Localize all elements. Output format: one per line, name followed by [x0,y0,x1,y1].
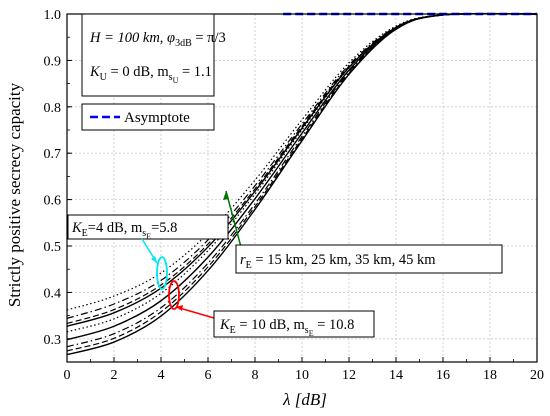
x-tick-label: 0 [64,368,71,383]
x-tick-label: 16 [436,368,450,383]
x-axis-label-text: λ [dB] [282,390,327,409]
ticks: 0 2 4 6 8 10 12 14 16 18 20 0.3 0.4 0.5 0.6 0.7 0.8 0.9 1.… [44,8,545,383]
annotation-ke4-k: K [71,220,83,236]
parameters-line-2-k-sub: U [100,72,108,83]
x-tick-label: 12 [342,368,356,383]
y-tick-label: 1.0 [44,8,62,23]
parameters-line-2-m-sub: s [169,72,173,83]
parameters-box-frame [81,13,215,97]
y-axis-label: Strictly positive secrecy capacity [5,82,24,307]
annotation-ke10-ellipse [168,280,180,310]
annotation-ke10-m-subsub: E [309,329,314,338]
annotation-re-arrowhead [223,191,229,200]
legend-asymptote-label: Asymptote [124,110,190,126]
annotation-ke10-mid: = 10 dB, m [236,317,306,333]
annotation-ke4-frame [67,214,229,240]
parameters-line-2-mid: = 0 dB, m [107,64,169,80]
legend-frame [81,103,215,131]
annotation-ke10-k-sub: E [230,325,236,336]
parameters-line-1: H = 100 km, φ3dB = π/3 [89,30,226,49]
parameters-line-2: KU = 0 dB, msU = 1.1 [89,64,212,85]
parameters-line-2-m-subsub: U [173,76,179,85]
x-tick-label: 18 [483,368,497,383]
annotation-re-frame [235,244,503,274]
annotation-ke4-ellipse [156,256,168,290]
parameters-line-1-main: H = 100 km, φ [89,30,175,46]
annotation-ke10-tail: = 10.8 [314,317,355,333]
annotation-ke10-m-sub: s [305,325,309,336]
parameters-box: H = 100 km, φ3dB = π/3 KU = 0 dB, msU = … [81,13,226,97]
annotation-ke10-frame [213,310,375,338]
y-tick-label: 0.6 [44,194,62,209]
x-tick-label: 8 [252,368,259,383]
annotation-ke4-tail: =5.8 [151,220,177,236]
annotation-ke4-mid: =4 dB, m [88,220,143,236]
annotation-ke10-text: KE = 10 dB, msE = 10.8 [219,317,354,338]
annotation-re: rE = 15 km, 25 km, 35 km, 45 km [223,190,503,274]
parameters-line-1-sub: 3dB [175,38,192,49]
annotation-ke4: KE=4 dB, msE=5.8 [67,214,229,290]
parameters-line-2-k: K [89,64,101,80]
x-tick-label: 14 [389,368,403,383]
y-tick-label: 0.8 [44,101,62,116]
y-tick-label: 0.5 [44,240,62,255]
y-tick-label: 0.7 [44,147,62,162]
annotation-re-tail: = 15 km, 25 km, 35 km, 45 km [252,252,437,268]
legend: Asymptote [81,103,215,131]
x-axis-label: λ [dB] [282,390,327,409]
annotation-ke4-arrowhead [151,256,157,263]
annotation-ke4-text: KE=4 dB, msE=5.8 [71,220,177,241]
x-tick-label: 4 [158,368,165,383]
annotation-re-text: rE = 15 km, 25 km, 35 km, 45 km [240,252,436,271]
annotation-ke10: KE = 10 dB, msE = 10.8 [168,280,375,338]
series-line-8 [66,12,538,356]
y-tick-label: 0.3 [44,333,62,348]
parameters-line-2-tail: = 1.1 [178,64,212,80]
x-tick-label: 20 [530,368,544,383]
annotation-ke4-k-sub: E [82,228,88,239]
annotation-ke10-arrowhead [176,305,183,311]
parameters-line-1-tail: = π/3 [192,30,226,46]
annotation-ke4-m-sub: s [142,228,146,239]
y-tick-label: 0.9 [44,54,62,69]
x-tick-label: 10 [295,368,309,383]
annotation-ke10-k: K [219,317,231,333]
x-tick-label: 2 [111,368,118,383]
x-tick-label: 6 [205,368,212,383]
annotation-re-r-sub: E [246,260,252,271]
annotation-re-r: r [240,252,246,268]
curves [66,12,538,356]
annotation-ke4-m-subsub: E [146,232,151,241]
y-tick-label: 0.4 [44,286,62,301]
annotation-re-arrow [225,190,242,248]
